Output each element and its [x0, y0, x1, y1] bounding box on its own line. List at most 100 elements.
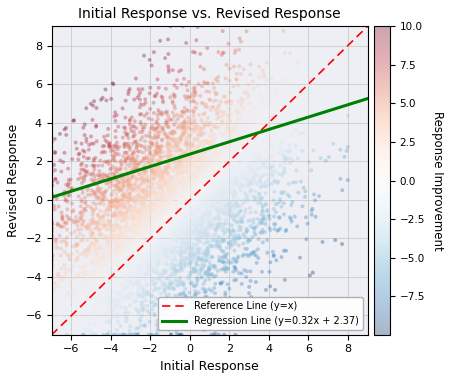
Point — [168, 229, 176, 235]
Point — [274, 130, 281, 136]
Point — [136, 194, 144, 200]
Point — [158, 238, 166, 244]
Point — [179, 125, 186, 131]
Point — [231, 190, 239, 196]
Point — [136, 197, 143, 203]
Point — [97, 158, 104, 164]
Point — [117, 210, 124, 216]
Point — [218, 189, 225, 195]
Point — [111, 183, 118, 189]
Point — [261, 157, 269, 163]
Point — [238, 219, 246, 225]
Point — [174, 169, 181, 175]
Point — [188, 280, 195, 286]
Point — [267, 168, 274, 174]
Point — [184, 146, 191, 152]
Point — [133, 221, 140, 227]
Point — [140, 231, 147, 237]
Point — [188, 258, 195, 264]
Point — [120, 195, 127, 201]
Point — [262, 147, 270, 153]
Point — [198, 164, 206, 170]
Point — [68, 251, 75, 257]
Point — [207, 192, 215, 198]
Point — [248, 162, 256, 168]
Point — [180, 215, 187, 221]
Point — [162, 203, 170, 209]
Point — [79, 237, 86, 243]
Point — [112, 242, 120, 248]
Point — [154, 188, 161, 194]
Point — [252, 173, 260, 179]
Point — [202, 122, 209, 128]
Point — [145, 202, 152, 208]
Point — [122, 218, 129, 225]
Point — [226, 128, 234, 135]
Point — [194, 242, 201, 248]
Point — [125, 227, 132, 233]
Point — [105, 237, 112, 243]
Point — [249, 168, 256, 174]
Point — [250, 217, 257, 223]
Point — [256, 174, 264, 180]
Point — [76, 210, 84, 216]
Point — [169, 197, 176, 203]
Point — [138, 217, 145, 223]
Point — [154, 227, 161, 233]
Point — [158, 184, 165, 190]
Point — [243, 89, 250, 95]
Point — [103, 265, 110, 271]
Point — [50, 193, 57, 199]
Point — [184, 114, 192, 120]
Point — [152, 245, 159, 251]
Point — [201, 176, 208, 182]
Point — [219, 50, 226, 56]
Point — [123, 178, 130, 184]
Point — [122, 199, 129, 205]
Point — [205, 239, 212, 245]
Point — [153, 194, 161, 200]
Point — [188, 183, 195, 189]
Point — [202, 210, 209, 216]
Point — [189, 151, 196, 157]
Point — [266, 216, 273, 222]
Point — [73, 248, 81, 254]
Point — [171, 182, 178, 188]
Point — [73, 218, 81, 224]
Point — [130, 214, 138, 220]
Point — [140, 210, 147, 216]
Point — [181, 119, 189, 125]
Point — [161, 213, 168, 219]
Point — [139, 294, 146, 300]
Point — [127, 197, 135, 203]
Point — [221, 266, 228, 272]
Point — [100, 214, 107, 220]
Point — [48, 221, 55, 227]
Point — [144, 189, 152, 195]
Point — [151, 148, 158, 154]
Point — [235, 155, 242, 161]
Point — [56, 332, 63, 338]
Point — [227, 112, 234, 118]
Point — [172, 239, 179, 245]
Point — [105, 298, 112, 304]
Point — [230, 203, 237, 209]
Point — [167, 222, 174, 228]
Point — [148, 250, 155, 256]
Point — [274, 228, 281, 234]
Point — [220, 238, 228, 244]
Point — [184, 87, 191, 93]
Point — [184, 185, 191, 192]
Point — [157, 276, 164, 282]
Point — [181, 259, 188, 265]
Point — [129, 187, 136, 193]
Point — [109, 236, 117, 242]
Point — [224, 281, 231, 287]
Point — [194, 144, 202, 150]
Point — [226, 201, 234, 207]
Point — [250, 138, 257, 144]
Point — [180, 239, 187, 245]
Point — [183, 140, 190, 146]
Point — [162, 121, 169, 127]
Point — [133, 144, 140, 150]
